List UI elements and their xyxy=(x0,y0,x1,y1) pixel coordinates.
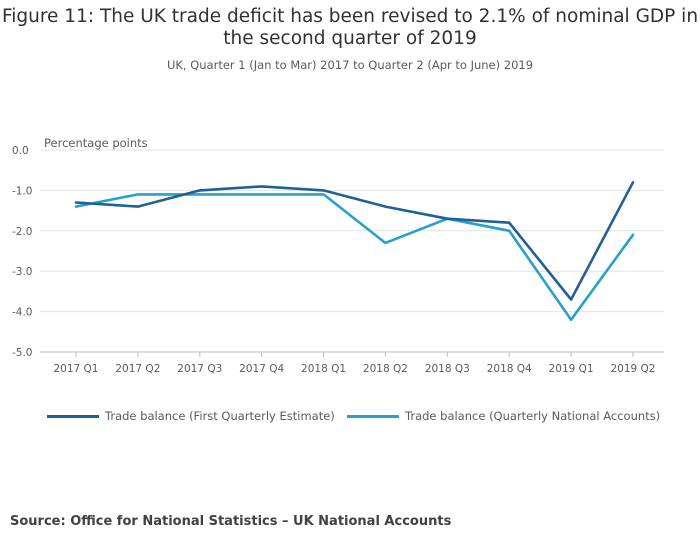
x-tick-label: 2019 Q2 xyxy=(610,363,655,375)
x-tick-label: 2018 Q4 xyxy=(487,363,532,375)
y-tick-label: -4.0 xyxy=(12,307,33,319)
y-axis-label: Percentage points xyxy=(44,136,148,150)
x-tick-label: 2017 Q2 xyxy=(115,363,160,375)
y-tick-label: -3.0 xyxy=(12,266,33,278)
x-tick-label: 2019 Q1 xyxy=(549,363,594,375)
legend-label-national-accounts: Trade balance (Quarterly National Accoun… xyxy=(405,409,661,423)
legend-swatch-national-accounts xyxy=(347,414,399,418)
chart-title: Figure 11: The UK trade deficit has been… xyxy=(1,6,699,49)
x-tick-label: 2017 Q1 xyxy=(53,363,98,375)
legend-label-first-estimate: Trade balance (First Quarterly Estimate) xyxy=(105,409,335,423)
y-tick-label: -5.0 xyxy=(12,347,33,359)
x-tick-label: 2017 Q3 xyxy=(177,363,222,375)
series-line-national-accounts xyxy=(74,193,635,322)
y-tick-label: -1.0 xyxy=(12,185,33,197)
legend-swatch-first-estimate xyxy=(47,414,99,418)
legend-item-first-estimate[interactable]: Trade balance (First Quarterly Estimate) xyxy=(47,409,335,423)
series-line-first-estimate xyxy=(74,181,635,301)
y-tick-label: 0.0 xyxy=(12,145,29,157)
x-tick-label: 2018 Q3 xyxy=(425,363,470,375)
x-tick-label: 2018 Q2 xyxy=(363,363,408,375)
x-tick-label: 2017 Q4 xyxy=(239,363,284,375)
source-note: Source: Office for National Statistics –… xyxy=(10,514,452,529)
y-tick-label: -2.0 xyxy=(12,226,33,238)
legend-item-national-accounts[interactable]: Trade balance (Quarterly National Accoun… xyxy=(347,409,660,423)
chart-subtitle: UK, Quarter 1 (Jan to Mar) 2017 to Quart… xyxy=(166,58,534,72)
x-tick-label: 2018 Q1 xyxy=(301,363,346,375)
line-chart: 0.0 -1.0 -2.0 -3.0 -4.0 -5.0 2017 Q1 2017 Q2 201… xyxy=(12,145,664,375)
